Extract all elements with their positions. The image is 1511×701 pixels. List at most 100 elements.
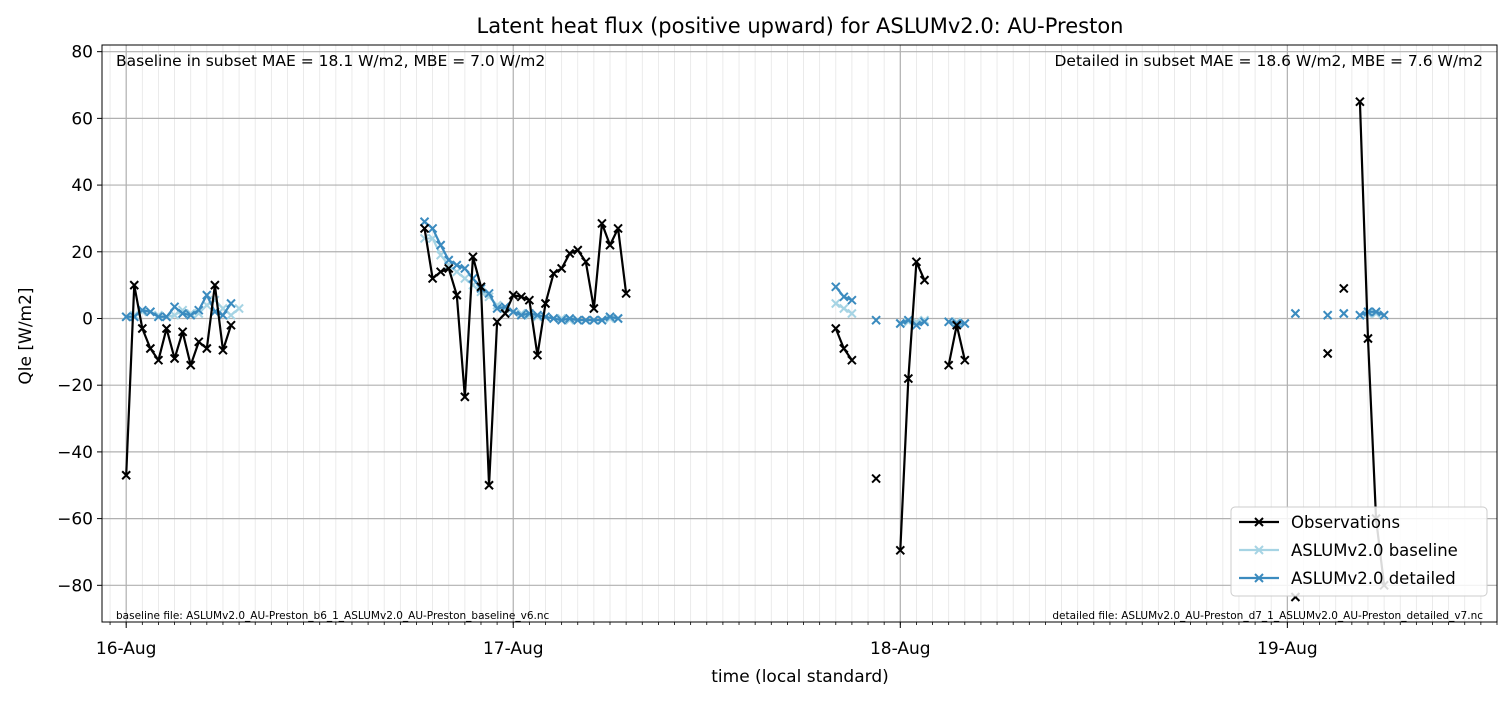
data-point [556, 263, 567, 274]
data-point [121, 312, 131, 322]
x-axis-label: time (local standard) [711, 667, 889, 687]
data-point [516, 292, 527, 302]
data-point [129, 312, 139, 322]
legend-label: ASLUMv2.0 baseline [1291, 541, 1458, 560]
y-tick-label: −60 [57, 510, 93, 530]
data-point [435, 267, 446, 277]
data-point [831, 298, 841, 309]
data-point [460, 392, 470, 402]
data-point [613, 223, 623, 234]
series-line [125, 284, 233, 476]
data-point [564, 315, 575, 325]
data-point [1290, 308, 1301, 319]
data-point [597, 218, 607, 229]
data-point [839, 303, 849, 314]
data-point [839, 343, 849, 354]
data-point [427, 273, 438, 284]
chart-title: Latent heat flux (positive upward) for A… [477, 14, 1124, 38]
data-point [468, 273, 478, 284]
series-line [423, 220, 619, 322]
legend-entry: ASLUMv2.0 detailed [1239, 569, 1456, 588]
y-tick-label: −20 [57, 376, 93, 396]
data-point [621, 288, 631, 299]
data-point [613, 313, 623, 324]
data-point [169, 302, 180, 312]
data-point [210, 280, 220, 290]
data-point [121, 470, 131, 480]
data-point [847, 308, 857, 319]
data-point [177, 305, 188, 315]
y-tick-label: 20 [71, 243, 93, 263]
data-point [435, 240, 446, 250]
data-point [895, 318, 906, 329]
data-point [943, 360, 954, 370]
y-tick-label: −40 [57, 443, 93, 463]
data-point [581, 315, 591, 325]
data-point [419, 223, 430, 234]
y-tick-label: −80 [57, 576, 93, 596]
x-tick-label: 17-Aug [483, 639, 544, 659]
data-point [468, 252, 478, 262]
data-point [1355, 310, 1365, 320]
data-point [161, 323, 172, 334]
annotation-detailed-file: detailed file: ASLUMv2.0_AU-Preston_d7_1… [1052, 610, 1483, 622]
plot-area-frame [101, 44, 1498, 623]
data-point [137, 323, 148, 334]
data-point [605, 313, 615, 324]
data-point [919, 275, 930, 285]
x-tick-label: 18-Aug [870, 639, 931, 659]
data-point [500, 308, 510, 319]
data-point [145, 343, 156, 354]
data-point [484, 480, 494, 490]
data-point [597, 315, 607, 325]
y-tick-label: 80 [71, 43, 93, 63]
legend-entry: ASLUMv2.0 baseline [1239, 541, 1458, 560]
data-point [427, 223, 438, 234]
y-tick-label: 0 [82, 309, 93, 329]
data-point [589, 303, 599, 314]
data-point [516, 308, 527, 319]
series-line [1359, 310, 1385, 317]
legend: Observations ASLUMv2.0 baseline ASLUMv2.0 … [1230, 506, 1488, 597]
annotation-detailed-stats: Detailed in subset MAE = 18.6 W/m2, MBE … [1054, 52, 1483, 70]
data-point [952, 318, 962, 329]
data-point [460, 273, 470, 284]
data-point [839, 292, 849, 302]
data-point [871, 315, 881, 325]
data-point [903, 315, 914, 325]
data-point [556, 315, 567, 325]
data-point [943, 317, 954, 327]
data-point [508, 290, 518, 300]
data-point [960, 355, 970, 365]
data-point [435, 250, 446, 260]
data-point [952, 320, 962, 330]
data-point [185, 360, 196, 370]
series-line [423, 222, 628, 487]
data-point [202, 343, 212, 354]
legend-marker [1254, 573, 1264, 583]
data-point [532, 310, 543, 320]
data-point [226, 298, 236, 309]
x-tick-label: 19-Aug [1257, 639, 1318, 659]
legend-label: ASLUMv2.0 detailed [1291, 569, 1456, 588]
minor-gridlines [109, 45, 1498, 622]
data-point [226, 320, 236, 330]
data-point [177, 308, 188, 319]
data-point [847, 355, 857, 365]
data-point [573, 315, 583, 325]
data-point [540, 298, 551, 309]
legend-entry: Observations [1239, 513, 1400, 532]
data-point [556, 313, 567, 324]
data-point [492, 303, 502, 314]
data-point [1371, 307, 1381, 317]
data-point [226, 310, 236, 320]
data-point [460, 263, 470, 274]
data-point [153, 312, 164, 322]
data-point [1322, 348, 1333, 359]
data-point [145, 307, 156, 317]
series-line [947, 324, 966, 366]
data-point [194, 305, 204, 315]
data-point [605, 312, 615, 322]
series-line [899, 260, 926, 551]
